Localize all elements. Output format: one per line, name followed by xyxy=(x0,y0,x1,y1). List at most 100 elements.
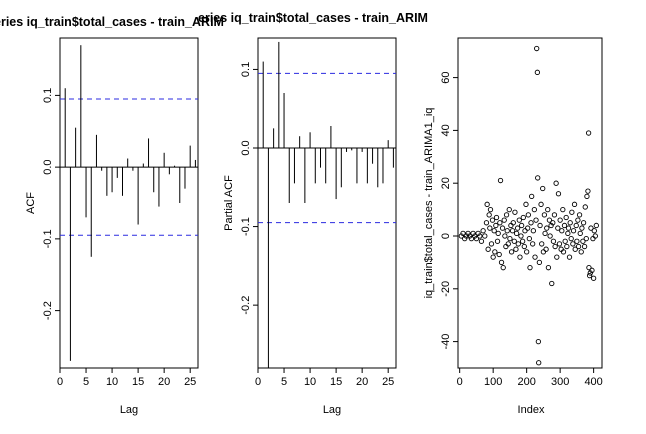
residual-point xyxy=(586,272,593,279)
scatter-ylabel: iq_train$total_cases - train_ARIMA1_iq xyxy=(423,108,435,299)
residual-point xyxy=(472,233,478,239)
residual-point xyxy=(570,241,576,247)
acf-xlabel: Lag xyxy=(120,404,138,416)
residual-point xyxy=(590,275,597,281)
residual-point xyxy=(532,254,538,260)
residual-point xyxy=(543,246,549,252)
y-tick-label: -20 xyxy=(440,281,452,297)
y-tick-label: -0.1 xyxy=(42,229,54,248)
residual-scatter-panel: iq_train$total_cases - train_ARIMA1_iq I… xyxy=(423,37,603,416)
x-tick-label: 0 xyxy=(457,376,463,388)
residual-point xyxy=(506,206,512,213)
residual-point xyxy=(569,209,575,215)
residual-point xyxy=(522,228,528,234)
residual-point xyxy=(482,233,488,239)
residual-point xyxy=(578,249,584,255)
residual-point xyxy=(586,265,592,271)
residual-point xyxy=(487,206,494,213)
residual-point xyxy=(485,246,491,252)
pacf-ylabel: Partial ACF xyxy=(223,175,235,231)
residual-point xyxy=(556,241,563,247)
residual-point xyxy=(463,233,470,239)
x-tick-label: 25 xyxy=(382,376,394,388)
x-tick-label: 5 xyxy=(83,376,89,388)
residual-point xyxy=(489,217,496,223)
residual-point xyxy=(513,230,520,237)
residual-point xyxy=(557,217,563,223)
residual-point xyxy=(565,225,572,231)
residual-point xyxy=(553,180,559,186)
residual-point xyxy=(462,235,468,242)
residual-point xyxy=(502,233,508,239)
residual-point xyxy=(551,212,558,218)
residual-point xyxy=(517,254,523,260)
acf-panel: eries iq_train$total_cases - train_ARIM … xyxy=(0,15,224,416)
residual-point xyxy=(550,220,556,226)
residual-point xyxy=(524,249,530,255)
residual-point xyxy=(583,235,589,242)
residual-point xyxy=(549,280,555,287)
y-tick-label: 0.1 xyxy=(240,62,252,77)
residual-point xyxy=(593,222,599,229)
residual-point xyxy=(523,201,529,207)
residual-point xyxy=(566,254,573,260)
x-tick-label: 20 xyxy=(158,376,170,388)
scatter-plot-frame xyxy=(457,37,603,369)
pacf-plot-frame xyxy=(257,37,397,369)
x-tick-label: 300 xyxy=(551,376,569,388)
residual-point xyxy=(534,69,541,75)
y-tick-label: 20 xyxy=(440,177,452,189)
residual-point xyxy=(490,254,496,260)
residual-point xyxy=(580,220,587,226)
residual-point xyxy=(460,230,466,237)
residual-point xyxy=(540,185,546,192)
scatter-plot-area: 0 100 200 300 400 -40 -20 0 20 40 60 xyxy=(440,45,603,388)
residual-point xyxy=(527,265,533,271)
residual-point xyxy=(477,233,483,239)
residual-point xyxy=(580,238,586,244)
residual-point xyxy=(560,206,566,213)
residual-point xyxy=(592,233,598,239)
y-tick-label: 0.0 xyxy=(240,140,252,155)
residual-point xyxy=(487,225,493,231)
residual-point xyxy=(555,225,561,231)
residual-point xyxy=(546,217,553,223)
acf-title: eries iq_train$total_cases - train_ARIM xyxy=(0,15,224,29)
residual-point xyxy=(473,235,480,242)
residual-point xyxy=(555,191,562,197)
residual-point xyxy=(587,270,593,276)
residual-point xyxy=(559,228,565,234)
residual-point xyxy=(550,238,557,244)
residual-point xyxy=(565,230,571,237)
x-tick-label: 20 xyxy=(356,376,368,388)
residual-point xyxy=(589,267,595,273)
residual-point xyxy=(561,222,568,229)
pacf-title: eries iq_train$total_cases - train_ARIM xyxy=(198,11,428,25)
residual-point xyxy=(483,220,490,226)
residual-point xyxy=(488,241,495,247)
residual-point xyxy=(480,228,486,234)
acf-ylabel: ACF xyxy=(25,192,37,214)
residual-point xyxy=(575,243,582,250)
residual-point xyxy=(563,214,569,221)
acf-plot-area: 0 5 10 15 20 25 -0.2 -0.1 0.0 0.1 xyxy=(42,45,198,388)
residual-point xyxy=(534,45,540,52)
residual-point xyxy=(492,249,498,255)
residual-point xyxy=(575,217,581,223)
residual-point xyxy=(542,230,548,237)
residual-point xyxy=(501,217,507,223)
x-tick-label: 400 xyxy=(584,376,602,388)
residual-point xyxy=(495,230,501,237)
residual-point xyxy=(500,265,506,271)
x-tick-label: 5 xyxy=(281,376,287,388)
residual-point xyxy=(564,243,570,250)
residual-point xyxy=(528,220,534,226)
residual-point xyxy=(493,222,499,229)
pacf-panel: eries iq_train$total_cases - train_ARIM … xyxy=(198,11,428,416)
residual-point xyxy=(498,259,505,266)
residual-point xyxy=(475,230,481,237)
residual-point xyxy=(526,235,532,242)
residual-point xyxy=(504,228,510,234)
residual-point xyxy=(511,238,517,244)
